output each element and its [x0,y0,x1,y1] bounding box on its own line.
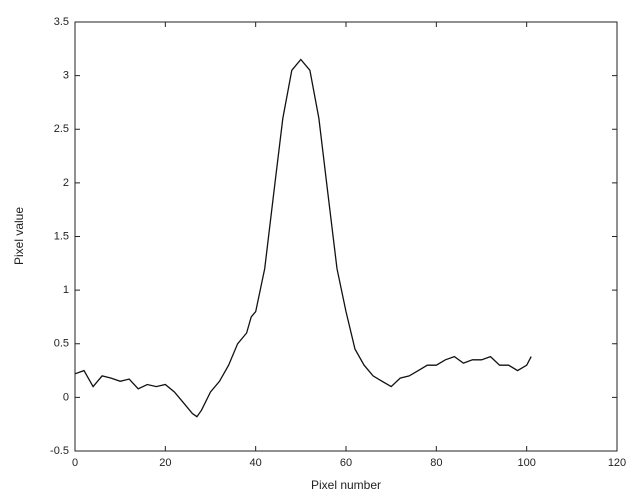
y-tick-label: 2 [63,177,69,189]
y-tick-label: 3 [63,70,69,82]
y-tick-label: 1 [63,284,69,296]
y-axis-label: Pixel value [12,207,26,265]
y-tick-label: -0.5 [50,445,69,457]
y-tick-label: 1.5 [54,230,69,242]
x-tick-label: 80 [430,457,442,469]
y-tick-label: 0 [63,391,69,403]
y-tick-label: 3.5 [54,16,69,28]
x-tick-label: 60 [340,457,352,469]
x-tick-label: 100 [517,457,535,469]
x-axis-label: Pixel number [311,478,381,492]
y-tick-label: 2.5 [54,123,69,135]
x-tick-label: 0 [72,457,78,469]
x-tick-label: 120 [608,457,626,469]
y-tick-label: 0.5 [54,338,69,350]
data-line [74,58,532,418]
x-tick-label: 20 [159,457,171,469]
x-tick-label: 40 [250,457,262,469]
